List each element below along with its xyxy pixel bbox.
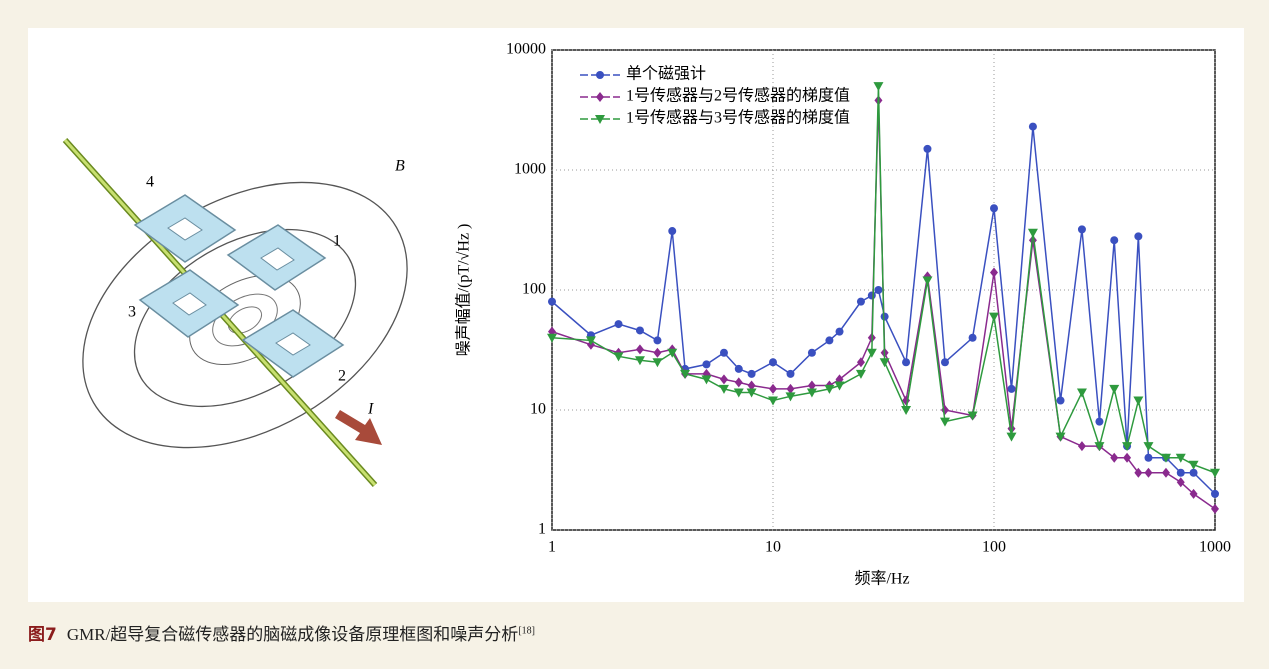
point	[786, 370, 794, 378]
x-tick-label: 1000	[1199, 539, 1231, 556]
point	[836, 328, 844, 336]
legend-label: 单个磁强计	[626, 65, 706, 83]
y-tick-label: 10	[530, 401, 546, 418]
sensor-label: 1	[333, 233, 341, 250]
point	[1144, 454, 1152, 462]
point	[874, 286, 882, 294]
y-tick-label: 10000	[506, 41, 546, 58]
point	[825, 336, 833, 344]
point	[1095, 418, 1103, 426]
sensor-label: 3	[128, 304, 136, 321]
point	[748, 370, 756, 378]
point	[1211, 490, 1219, 498]
point	[735, 365, 743, 373]
legend-label: 1号传感器与3号传感器的梯度值	[626, 109, 850, 127]
point	[1078, 225, 1086, 233]
point	[990, 204, 998, 212]
page: B I 1 2 3 4 频率/Hz 噪声幅值/(pT/√Hz ) 1 10 100 1…	[0, 0, 1269, 669]
point	[902, 358, 910, 366]
point	[808, 349, 816, 357]
point	[1057, 396, 1065, 404]
y-axis-label: 噪声幅值/(pT/√Hz )	[455, 224, 473, 357]
diagram: B I 1 2 3 4	[36, 128, 454, 502]
point	[868, 291, 876, 299]
legend-marker	[596, 71, 604, 79]
point	[969, 334, 977, 342]
caption-reference: [18]	[518, 625, 535, 636]
x-axis-label: 频率/Hz	[854, 570, 909, 588]
y-tick-label: 1000	[514, 161, 546, 178]
point	[702, 360, 710, 368]
point	[615, 320, 623, 328]
field-label: B	[395, 158, 405, 175]
point	[720, 349, 728, 357]
point	[1007, 385, 1015, 393]
figure: B I 1 2 3 4 频率/Hz 噪声幅值/(pT/√Hz ) 1 10 100 1…	[0, 0, 1269, 610]
x-tick-label: 100	[982, 539, 1006, 556]
point	[881, 313, 889, 321]
figure-number: 图7	[28, 625, 57, 645]
point	[769, 358, 777, 366]
point	[548, 298, 556, 306]
current-arrow	[335, 410, 382, 445]
point	[1190, 469, 1198, 477]
point	[636, 326, 644, 334]
sensor-label: 2	[338, 368, 346, 385]
point	[1134, 232, 1142, 240]
caption-text: GMR/超导复合磁传感器的脑磁成像设备原理框图和噪声分析	[67, 625, 518, 644]
legend-label: 1号传感器与2号传感器的梯度值	[626, 87, 850, 105]
y-tick-label: 1	[538, 521, 546, 538]
sensors	[135, 195, 343, 377]
point	[653, 336, 661, 344]
point	[857, 298, 865, 306]
caption: 图7 GMR/超导复合磁传感器的脑磁成像设备原理框图和噪声分析[18]	[28, 620, 535, 645]
x-tick-label: 10	[765, 539, 781, 556]
y-tick-label: 100	[522, 281, 546, 298]
sensor-label: 4	[146, 174, 154, 191]
current-label: I	[367, 401, 374, 418]
point	[1029, 123, 1037, 131]
point	[941, 358, 949, 366]
field-line	[36, 128, 454, 502]
x-tick-label: 1	[548, 539, 556, 556]
point	[1177, 469, 1185, 477]
point	[668, 227, 676, 235]
point	[1110, 236, 1118, 244]
point	[923, 145, 931, 153]
